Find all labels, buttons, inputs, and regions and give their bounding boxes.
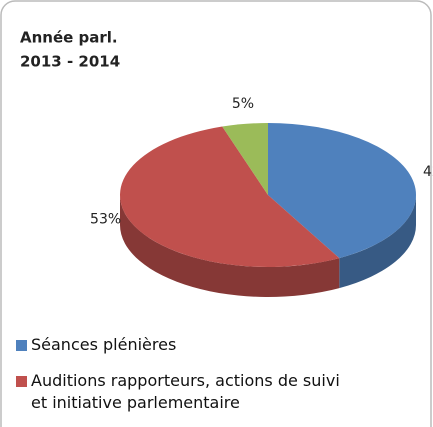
slice bbox=[119, 126, 340, 268]
value-label: 5% bbox=[232, 96, 254, 112]
legend-swatch bbox=[16, 340, 27, 351]
chart-title: Année parl. bbox=[20, 29, 118, 47]
value-label: 53% bbox=[90, 212, 121, 228]
slice-side bbox=[339, 195, 417, 289]
legend-swatch bbox=[16, 376, 27, 387]
slice bbox=[222, 123, 268, 195]
slice bbox=[268, 123, 416, 259]
legend-item: Séances plénières bbox=[16, 334, 346, 356]
legend-label: Séances plénières bbox=[31, 335, 177, 354]
value-label: 42% bbox=[423, 164, 433, 180]
legend-item: Auditions rapporteurs, actions de suivi … bbox=[16, 370, 346, 414]
slice-side bbox=[120, 195, 340, 298]
chart-title: 2013 - 2014 bbox=[20, 53, 120, 71]
legend-label: Auditions rapporteurs, actions de suivi … bbox=[31, 371, 340, 412]
legend: Séances plénières Auditions rapporteurs, … bbox=[16, 334, 346, 427]
